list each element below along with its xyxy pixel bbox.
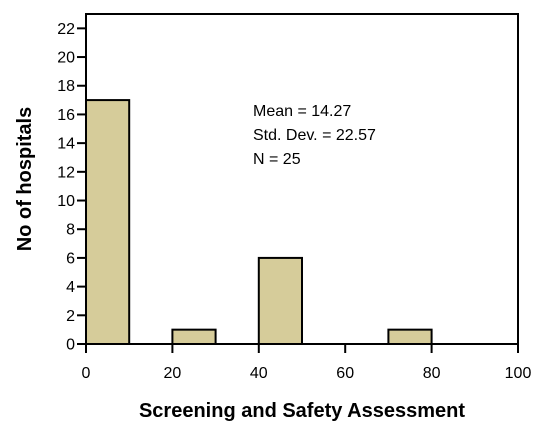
y-tick-label: 8	[66, 222, 75, 239]
statistic-line: N = 25	[253, 151, 301, 168]
y-tick-label: 20	[57, 50, 75, 67]
x-tick-label: 40	[250, 365, 268, 382]
histogram-bar	[387, 328, 433, 345]
y-tick-label: 4	[66, 279, 75, 296]
y-tick-label: 18	[57, 78, 75, 95]
x-axis: 0 20 40 60 80 100	[82, 344, 532, 382]
histogram-bar	[85, 99, 131, 345]
y-tick-label: 6	[66, 250, 75, 267]
y-axis: 0 2 4 6 8 10 12 14 16 18 20 22	[57, 21, 86, 354]
x-tick-label: 20	[164, 365, 182, 382]
y-axis-title: No of hospitals	[14, 107, 36, 251]
histogram-bar	[171, 328, 217, 345]
y-tick-label: 14	[57, 136, 75, 153]
y-tick-label: 0	[66, 337, 75, 354]
statistic-line: Std. Dev. = 22.57	[253, 127, 376, 144]
statistic-line: Mean = 14.27	[253, 103, 351, 120]
y-tick-label: 10	[57, 193, 75, 210]
x-axis-title: Screening and Safety Assessment	[139, 400, 465, 422]
y-tick-label: 22	[57, 21, 75, 38]
x-tick-label: 0	[82, 365, 91, 382]
x-tick-label: 80	[423, 365, 441, 382]
y-tick-label: 12	[57, 164, 75, 181]
bars-layer	[85, 99, 433, 346]
y-tick-label: 2	[66, 308, 75, 325]
statistics-box: Mean = 14.27 Std. Dev. = 22.57 N = 25	[253, 103, 376, 168]
x-tick-label: 100	[505, 365, 532, 382]
plot-frame	[85, 13, 519, 345]
x-tick-label: 60	[336, 365, 354, 382]
y-tick-label: 16	[57, 107, 75, 124]
histogram-bar	[257, 256, 303, 346]
